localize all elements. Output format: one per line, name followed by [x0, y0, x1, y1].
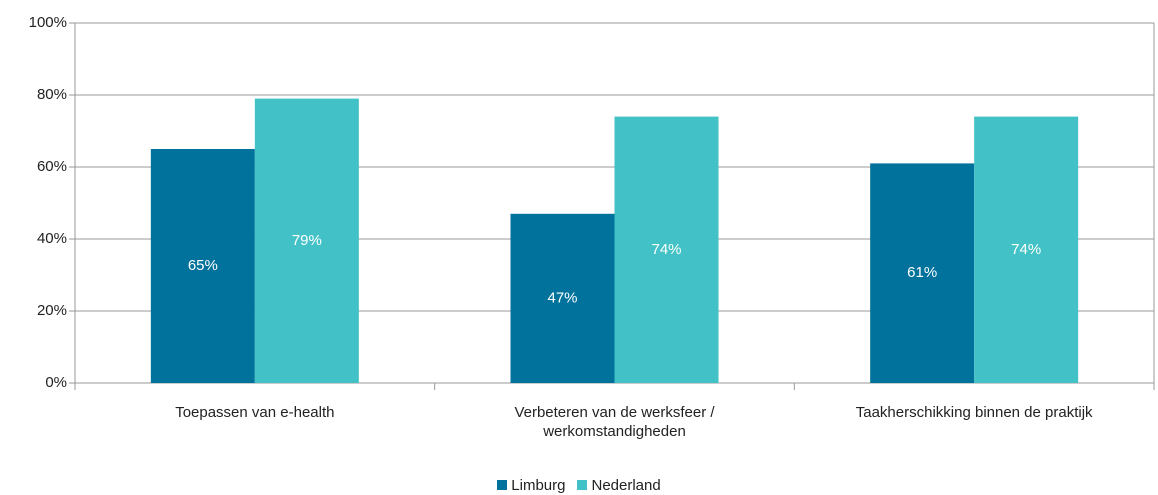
- data-label: 74%: [1011, 241, 1041, 258]
- y-tick-label: 0%: [45, 374, 67, 391]
- x-tick-label: Toepassen van e-health: [175, 404, 335, 421]
- legend-swatch: [577, 480, 588, 490]
- bar: [150, 149, 255, 383]
- bar: [974, 116, 1079, 383]
- legend-swatch: [497, 480, 508, 490]
- y-tick-label: 40%: [37, 230, 67, 247]
- x-tick-label: Taakherschikking binnen de praktijk: [855, 404, 1093, 421]
- data-label: 74%: [651, 241, 681, 258]
- bar: [510, 213, 615, 383]
- bar: [254, 98, 359, 383]
- legend-item: Limburg: [497, 477, 565, 494]
- legend-item: Nederland: [577, 477, 661, 494]
- bar: [614, 116, 719, 383]
- legend-label: Nederland: [591, 477, 661, 494]
- x-tick-label: Verbeteren van de werksfeer / werkomstan…: [514, 404, 715, 440]
- data-label: 79%: [292, 232, 322, 249]
- legend-label: Limburg: [511, 477, 566, 494]
- bar: [870, 163, 975, 383]
- y-tick-label: 100%: [29, 14, 67, 31]
- data-label: 47%: [547, 289, 577, 306]
- y-tick-label: 60%: [37, 158, 67, 175]
- y-tick-label: 20%: [37, 302, 67, 319]
- data-label: 65%: [188, 257, 218, 274]
- data-label: 61%: [907, 264, 937, 281]
- legend: Limburg Nederland: [0, 477, 1158, 494]
- y-tick-label: 80%: [37, 86, 67, 103]
